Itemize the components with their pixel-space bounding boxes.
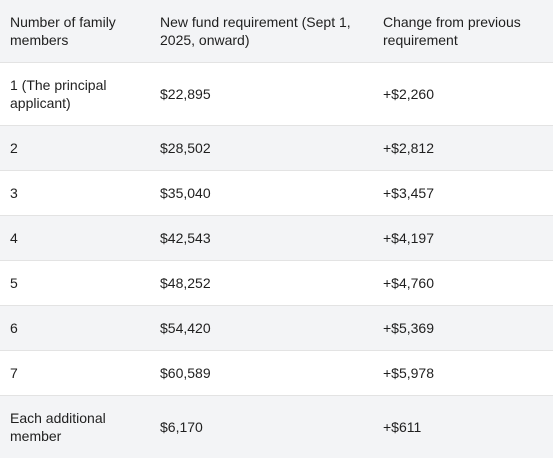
cell-fund-requirement: $6,170 [160,418,203,435]
table-row: 6 $54,420 +$5,369 [0,305,553,351]
table-row: 4 $42,543 +$4,197 [0,215,553,261]
cell-family-members: 5 [0,260,150,306]
table-row: 7 $60,589 +$5,978 [0,350,553,396]
cell-family-members: 1 (The principal applicant) [0,62,150,126]
header-new-fund-requirement: New fund requirement (Sept 1, 2025, onwa… [150,0,373,63]
cell-fund-requirement: $60,589 [150,350,373,396]
cell-change: +$4,197 [373,215,553,261]
cell-change: +$5,369 [373,305,553,351]
table-row: 5 $48,252 +$4,760 [0,260,553,306]
table-row: 1 (The principal applicant) $22,895 +$2,… [0,62,553,126]
cell-change: +$2,260 [373,62,553,126]
cell-change: +$2,812 [373,125,553,171]
cell-fund-requirement: $35,040 [150,170,373,216]
header-change-from-previous: Change from previous requirement [373,0,553,63]
table-row: 3 $35,040 +$3,457 [0,170,553,216]
cell-family-members: 6 [0,305,150,351]
cell-fund-requirement: $48,252 [150,260,373,306]
cell-family-members: 4 [0,215,150,261]
cell-change: +$5,978 [373,350,553,396]
cell-family-members: 3 [0,170,150,216]
table-row: Each additional member $6,170 +$611 [0,395,553,458]
cell-fund-requirement: $42,543 [150,215,373,261]
cell-change: +$4,760 [373,260,553,306]
table-header-row: Number of family members New fund requir… [0,0,553,63]
table-row: 2 $28,502 +$2,812 [0,125,553,171]
header-family-members: Number of family members [0,0,150,63]
cell-fund-requirement: $22,895 [150,62,373,126]
cell-fund-requirement: $54,420 [150,305,373,351]
cell-change: +$3,457 [373,170,553,216]
cell-change: +$611 [383,418,422,435]
cell-family-members: Each additional member [10,409,106,444]
cell-fund-requirement: $28,502 [150,125,373,171]
cell-family-members: 2 [0,125,150,171]
cell-family-members: 7 [0,350,150,396]
